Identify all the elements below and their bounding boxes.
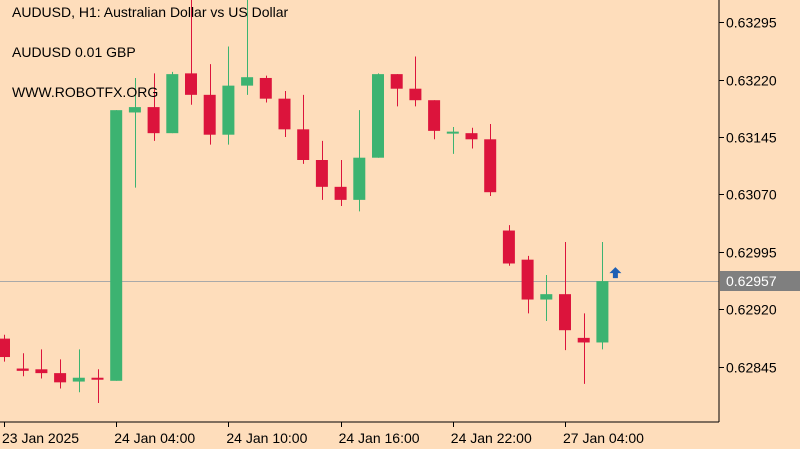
bullish-candle (596, 242, 609, 350)
candle-body (128, 107, 141, 113)
x-tick-label: 27 Jan 04:00 (563, 430, 644, 446)
bearish-candle (91, 369, 104, 404)
candle-body (278, 98, 291, 130)
x-tick-label: 24 Jan 04:00 (114, 430, 195, 446)
bullish-candle (128, 77, 141, 188)
x-tick-label: 24 Jan 22:00 (451, 430, 532, 446)
candle-body (72, 377, 85, 382)
candle-body (241, 77, 254, 86)
bearish-candle (521, 255, 534, 314)
bullish-candle (110, 110, 123, 381)
bearish-candle (577, 313, 590, 384)
y-tick-label: 0.63295 (726, 15, 777, 31)
y-tick-label: 0.62920 (726, 302, 777, 318)
candle-body (372, 74, 384, 158)
bullish-candle (72, 349, 85, 393)
bearish-candle (16, 353, 29, 377)
candle-body (390, 74, 403, 89)
bearish-candle (203, 64, 216, 145)
bullish-candle (241, 0, 254, 95)
watermark-text: WWW.ROBOTFX.ORG (12, 84, 159, 100)
candle-body (540, 294, 553, 300)
candle-body (502, 230, 515, 264)
bullish-candle (353, 110, 366, 212)
candle-body (16, 368, 29, 371)
bearish-candle (465, 127, 478, 149)
bearish-candle (502, 225, 515, 266)
x-tick-label: 24 Jan 16:00 (339, 430, 420, 446)
candle-body (465, 133, 478, 140)
bullish-candle (446, 127, 459, 154)
bearish-candle (0, 334, 10, 362)
buy-arrow-icon (609, 267, 622, 279)
candle-body (446, 131, 459, 134)
candle-body (409, 88, 422, 101)
x-tick-label: 24 Jan 10:00 (226, 430, 307, 446)
bullish-candle (166, 71, 179, 134)
y-tick-label: 0.62845 (726, 360, 777, 376)
y-tick-label: 0.62995 (726, 245, 777, 261)
candle-body (54, 373, 67, 383)
bearish-candle (409, 56, 422, 107)
candle-body (0, 338, 10, 358)
bearish-candle (334, 160, 347, 206)
bearish-candle (428, 100, 441, 140)
bearish-candle (297, 94, 310, 164)
bearish-candle (147, 73, 160, 141)
bearish-candle (259, 75, 272, 103)
candle-body (166, 74, 179, 134)
candle-body (35, 369, 48, 374)
bearish-candle (54, 359, 67, 389)
candle-body (222, 85, 235, 135)
candle-body (596, 281, 609, 343)
bearish-candle (390, 74, 403, 107)
candle-body (428, 100, 441, 131)
candle-body (315, 160, 328, 187)
y-tick-label: 0.63220 (726, 73, 777, 89)
bearish-candle (484, 123, 497, 197)
candle-body (353, 157, 366, 200)
candle-body (334, 186, 347, 200)
candle-body (559, 294, 571, 331)
candle-body (259, 77, 272, 99)
y-tick-label: 0.63070 (726, 187, 777, 203)
candle-body (297, 129, 310, 160)
candle-body (484, 139, 497, 193)
candle-body (203, 94, 216, 135)
candle-body (110, 110, 123, 381)
position-info: AUDUSD 0.01 GBP (12, 44, 136, 60)
bullish-candle (372, 73, 384, 158)
bullish-candle (222, 46, 235, 145)
candle-body (185, 73, 197, 95)
candle-body (91, 377, 104, 380)
chart-title: AUDUSD, H1: Australian Dollar vs US Doll… (12, 4, 289, 20)
bearish-candle (315, 140, 328, 200)
bearish-candle (559, 242, 571, 351)
bearish-candle (35, 349, 48, 379)
bearish-candle (278, 91, 291, 137)
bearish-candle (185, 0, 197, 105)
x-tick-label: 23 Jan 2025 (2, 430, 79, 446)
candle-body (521, 259, 534, 300)
current-price-label: 0.62957 (726, 273, 777, 289)
bullish-candle (540, 275, 553, 321)
candle-body (577, 337, 590, 343)
y-tick-label: 0.63145 (726, 130, 777, 146)
candle-body (147, 107, 160, 134)
current-price-tag (720, 271, 800, 291)
candles-layer (0, 0, 622, 404)
